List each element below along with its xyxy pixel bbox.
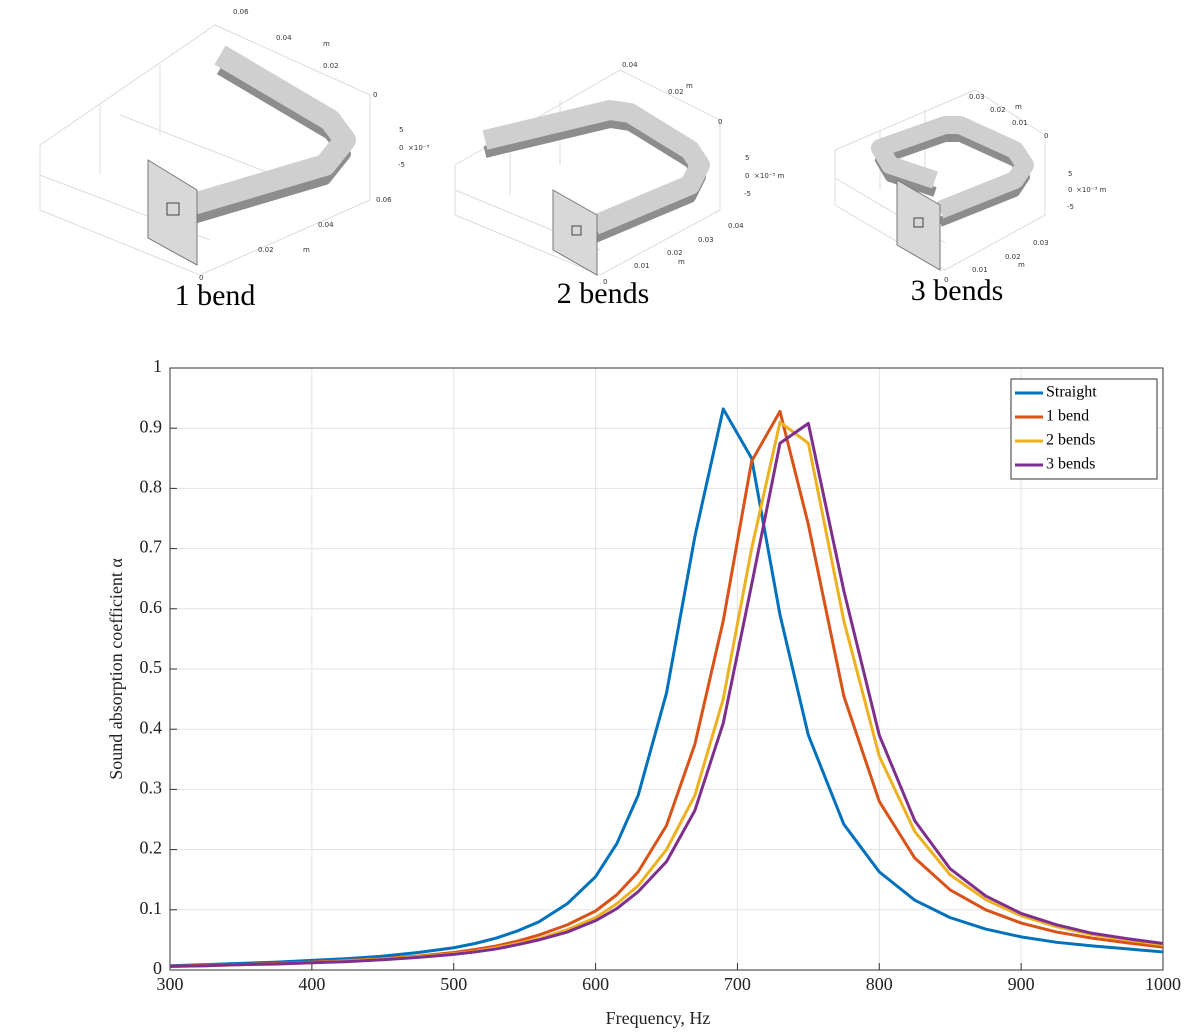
axis-label: 0.02: [990, 106, 1006, 114]
axis-label: m: [323, 40, 330, 48]
axis-label: 0: [1044, 132, 1048, 140]
y-tick-label: 0.8: [140, 477, 163, 497]
axis-label: 0.02: [323, 62, 339, 70]
axis-label: -5: [744, 190, 751, 198]
axis-label: 0: [373, 91, 377, 99]
y-tick-label: 0.9: [140, 416, 163, 436]
axis-label: 0.03: [698, 236, 714, 244]
y-tick-label: 0.4: [140, 717, 163, 737]
axis-label: 0.03: [969, 93, 985, 101]
axis-label: 5: [399, 126, 403, 134]
y-tick-label: 0.7: [140, 537, 163, 557]
axis-label: -5: [398, 161, 405, 169]
axis-label: 0.01: [634, 262, 650, 270]
axis-label: 5: [745, 154, 749, 162]
axis-label: 0.04: [276, 34, 292, 42]
axis-label: ×10⁻³: [408, 144, 429, 152]
figure-page: 0.06 0.04 m 0.02 0 5 0 ×10⁻³ -5 0.06 0.0…: [0, 0, 1196, 1032]
y-tick-label: 0.6: [140, 597, 163, 617]
render-1-bend: [40, 25, 370, 275]
axis-label: ×10⁻³ m: [754, 172, 784, 180]
x-tick-label: 900: [1008, 974, 1035, 994]
axis-label: 0: [1068, 186, 1072, 194]
axis-label: 0.02: [667, 249, 683, 257]
render-3-bends: [835, 90, 1045, 270]
legend: Straight 1 bend 2 bends 3 bends: [1011, 379, 1157, 479]
caption: 3 bends: [911, 274, 1004, 307]
axis-label: 0: [399, 144, 403, 152]
x-tick-label: 400: [298, 974, 325, 994]
y-tick-label: 0.3: [140, 778, 163, 798]
axis-label: ×10⁻³ m: [1076, 186, 1106, 194]
axis-label: 0.04: [728, 222, 744, 230]
axis-label: 0: [718, 118, 722, 126]
caption: 2 bends: [557, 277, 650, 310]
render-2-bends: [455, 70, 720, 275]
x-tick-label: 600: [582, 974, 609, 994]
axis-label: 0.03: [1033, 239, 1049, 247]
axis-label: 0.06: [376, 196, 392, 204]
axis-label: 0.06: [233, 8, 249, 16]
axis-label: 0: [745, 172, 749, 180]
axis-label: 0.01: [972, 266, 988, 274]
y-axis-title: Sound absorption coefficient α: [106, 558, 126, 780]
x-tick-label: 700: [724, 974, 751, 994]
axis-label: m: [303, 246, 310, 254]
y-tick-label: 0.2: [140, 838, 163, 858]
x-tick-label: 1000: [1145, 974, 1181, 994]
axis-label: 0.01: [1012, 119, 1028, 127]
axis-label: 5: [1068, 170, 1072, 178]
x-tick-label: 300: [157, 974, 184, 994]
y-tick-label: 0.5: [140, 657, 163, 677]
caption: 1 bend: [175, 279, 256, 312]
axis-label: 0.02: [1005, 253, 1021, 261]
y-tick-label: 0.1: [140, 898, 163, 918]
x-tick-label: 500: [440, 974, 467, 994]
legend-label: 2 bends: [1046, 432, 1095, 449]
x-tick-label: 800: [866, 974, 893, 994]
y-tick-label: 1: [153, 356, 162, 376]
legend-label: 3 bends: [1046, 456, 1095, 473]
line-series: [170, 409, 1163, 966]
axis-label: 0.02: [258, 246, 274, 254]
x-axis-title: Frequency, Hz: [606, 1008, 711, 1028]
legend-label: 1 bend: [1046, 408, 1089, 425]
axis-label: 0.04: [318, 221, 334, 229]
axis-label: m: [1018, 261, 1025, 269]
axis-label: 0.04: [622, 61, 638, 69]
axis-label: 0.02: [668, 88, 684, 96]
axis-label: m: [678, 258, 685, 266]
axis-label: m: [1015, 103, 1022, 111]
axis-label: m: [686, 82, 693, 90]
axis-label: -5: [1067, 203, 1074, 211]
legend-label: Straight: [1046, 384, 1097, 401]
